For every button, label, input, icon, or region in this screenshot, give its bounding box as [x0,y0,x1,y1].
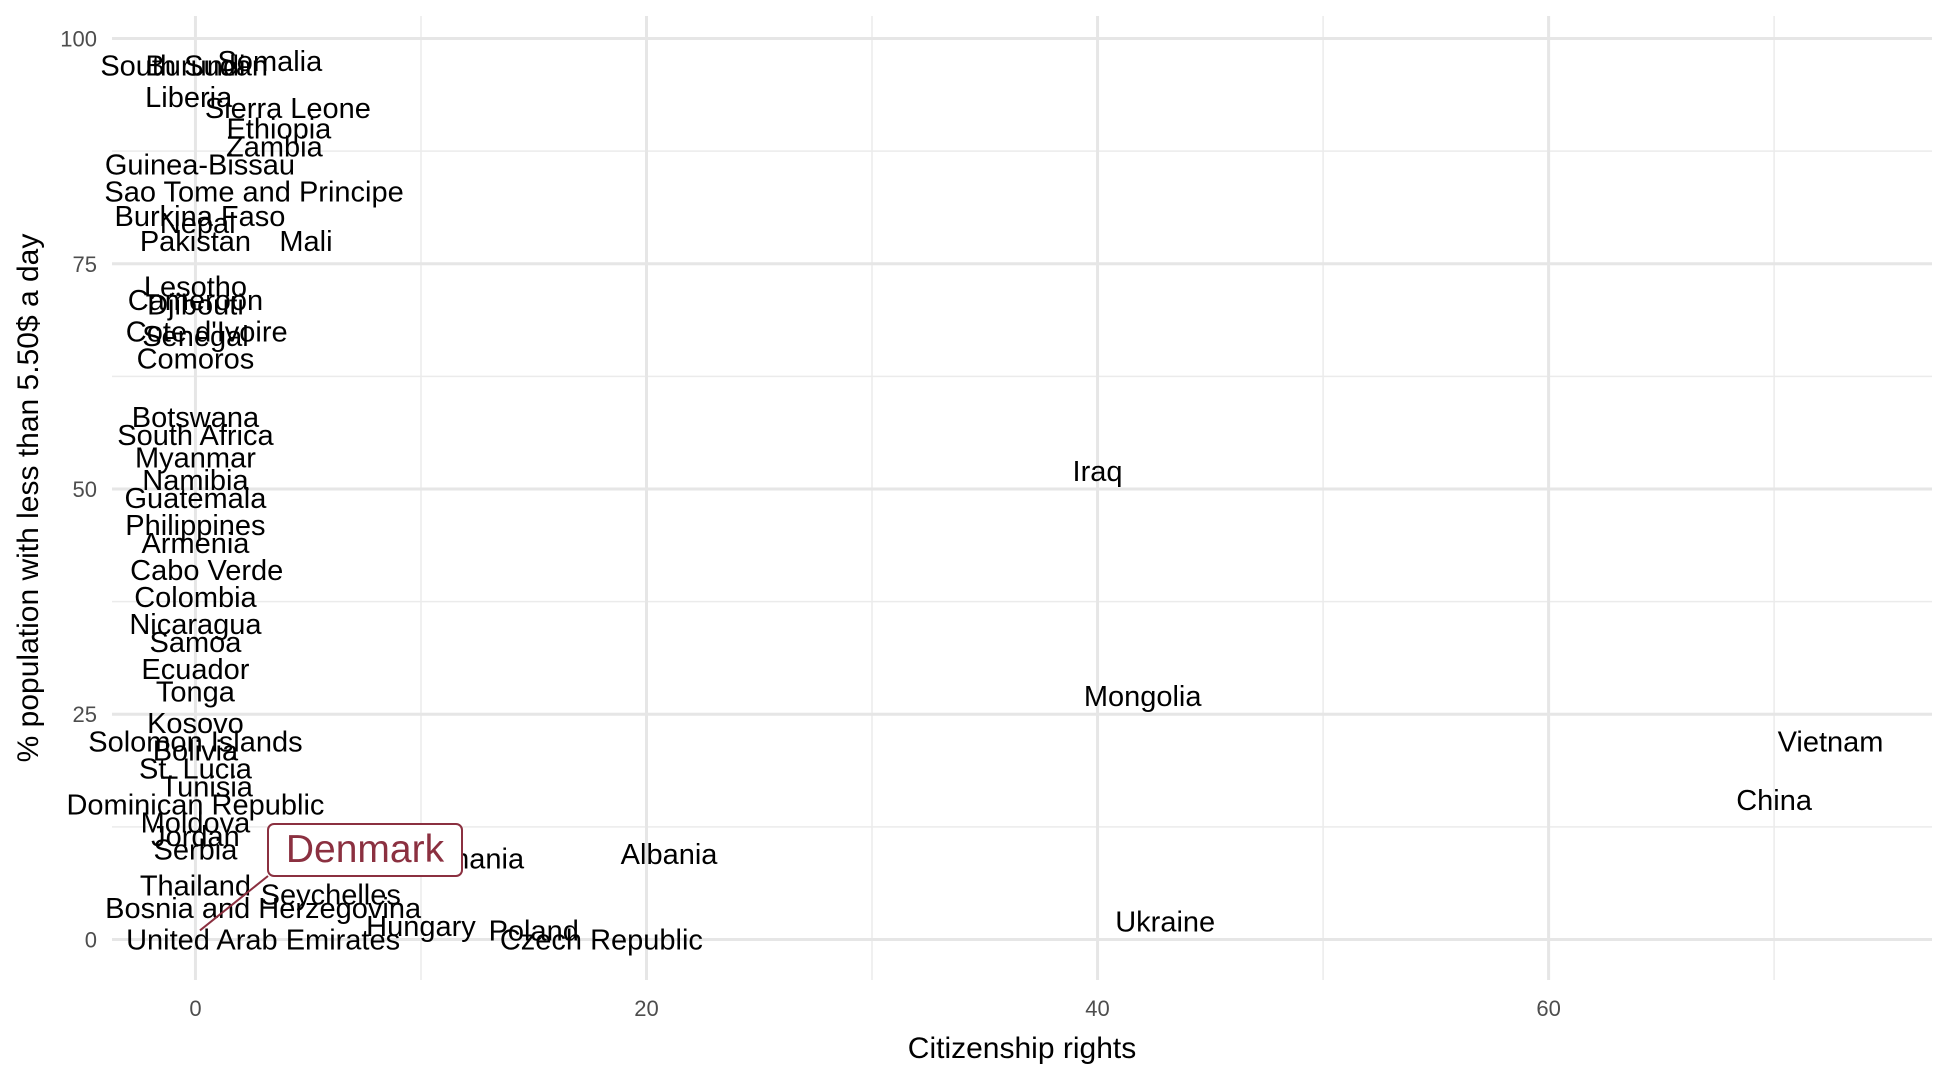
point-label: Jordan [151,821,240,853]
point-label: Tunisia [161,771,254,803]
point-label: Czech Republic [500,924,703,956]
x-axis-title: Citizenship rights [908,1032,1136,1065]
point-label: Guatemala [125,483,268,515]
point-label: Bolivia [153,735,239,767]
point-label: South Sudan [100,51,268,83]
point-label: United Arab Emirates [126,924,400,956]
point-label: Cabo Verde [130,555,283,587]
point-label: Vietnam [1778,726,1884,758]
highlight-connector [199,875,269,932]
point-label: Dominican Republic [66,789,324,821]
y-tick-label: 50 [73,477,97,502]
major-gridlines [112,16,1932,980]
point-label: Djibouti [147,289,244,321]
point-label: Guinea-Bissau [105,150,295,182]
point-label: Burkina Faso [115,201,286,233]
x-axis-ticks: 0 20 40 60 [189,996,1561,1021]
point-label: Burundi [145,51,245,83]
y-tick-label: 0 [85,927,97,952]
highlight-label: Denmark [286,828,445,871]
y-tick-label: 100 [60,27,97,52]
x-tick-label: 0 [189,996,201,1021]
point-label: Pakistan [140,226,251,258]
point-label: Hungary [366,911,476,943]
point-label: South Africa [117,420,274,452]
point-label: St. Lucia [139,753,253,785]
y-axis-ticks: 0 25 50 75 100 [60,27,97,953]
point-label: Liberia [145,82,233,114]
y-tick-label: 75 [73,252,97,277]
point-label: Mali [279,226,332,258]
point-label: Seychelles [261,879,401,911]
x-tick-label: 40 [1085,996,1109,1021]
point-label: Sierra Leone [205,93,371,125]
y-tick-label: 25 [73,702,97,727]
point-label: Comoros [137,343,255,375]
point-label: Iraq [1073,456,1123,488]
highlight-label-box [267,823,463,877]
point-label: Poland [489,915,579,947]
point-label: Kosovo [147,708,244,740]
point-label: Tonga [156,677,236,709]
point-label: Cameroon [128,285,263,317]
point-label: Ecuador [141,654,249,686]
point-label: Namibia [142,465,249,497]
point-label: Moldova [141,807,251,839]
point-label: Armenia [141,528,250,560]
point-label: Botswana [132,402,260,434]
x-tick-label: 20 [634,996,658,1021]
point-label: Mongolia [1084,681,1203,713]
point-label: Sao Tome and Principe [104,177,403,209]
highlight-annotation: Denmark [199,823,463,932]
point-label: Nepal [160,208,236,240]
point-label: Cote d'Ivoire [126,316,288,348]
point-label: Ethiopia [226,114,332,146]
x-tick-label: 60 [1536,996,1560,1021]
point-label: Philippines [125,510,265,542]
y-axis-title: % population with less than 5.50$ a day [12,234,45,763]
point-label: Myanmar [135,442,256,474]
point-label: Samoa [149,627,242,659]
point-label: Thailand [140,870,251,902]
point-label: Serbia [154,834,239,866]
point-label: Bosnia and Herzegovina [105,893,422,925]
point-label: Nicaragua [129,609,262,641]
point-label: Solomon Islands [88,726,302,758]
point-label: Somalia [217,46,323,78]
point-label: Ukraine [1115,906,1215,938]
point-label: Colombia [134,582,257,614]
point-label: Senegal [142,321,248,353]
point-label: Lesotho [144,271,247,303]
point-label: Albania [621,839,719,871]
point-label: China [1736,785,1813,817]
point-label: Zambia [226,132,324,164]
